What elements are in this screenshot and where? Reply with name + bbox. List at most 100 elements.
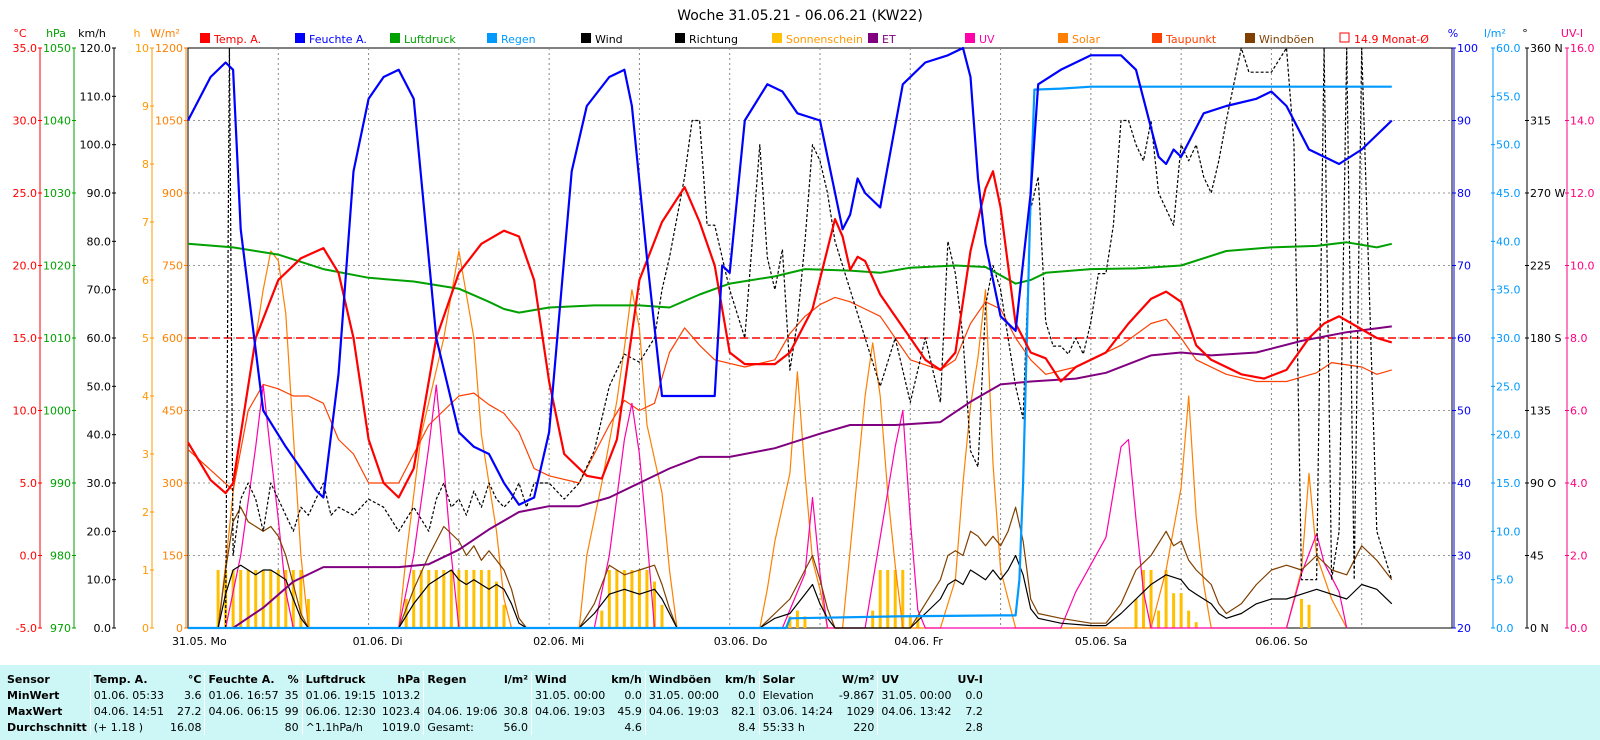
- sunshine-bar: [412, 570, 416, 628]
- axis-tick-label: 6.0: [1570, 405, 1588, 418]
- stats-cell: -9.867: [838, 688, 875, 702]
- axis-tick-label: 970: [50, 622, 71, 635]
- legend-label: Windböen: [1259, 33, 1314, 46]
- axis-tick-label: 300: [162, 477, 183, 490]
- axis-tick-label: 5.0: [1496, 574, 1514, 587]
- stats-cell: 99: [284, 704, 299, 718]
- legend-label: Luftdruck: [404, 33, 456, 46]
- sunshine-bar: [622, 570, 626, 628]
- axis-tick-label: 0 N: [1530, 622, 1549, 635]
- axis-tick-label: 2.0: [1570, 550, 1588, 563]
- axis-tick-label: 15.0: [13, 332, 38, 345]
- series-temp-a: [187, 170, 1393, 499]
- axis-tick-label: -5.0: [16, 622, 37, 635]
- stats-cell: 01.06. 19:15: [301, 687, 379, 703]
- axis-tick-label: 7: [142, 216, 149, 229]
- sunshine-bar: [494, 581, 498, 628]
- sunshine-bar: [795, 610, 799, 628]
- axis-tick-label: 40.0: [1496, 235, 1521, 248]
- stats-cell: km/h: [725, 672, 756, 686]
- axis-hpa: 1050 1040 1030 1020 1010 1000 990 980 970: [43, 42, 76, 635]
- legend-item: Sonnenschein: [772, 33, 863, 46]
- sunshine-bar: [1164, 570, 1168, 628]
- legend-item: ET: [868, 33, 896, 46]
- stats-cell: Feuchte A.: [204, 671, 282, 687]
- sunshine-bar: [878, 570, 882, 628]
- statistics-table: Sensor Temp. A. °C Feuchte A.% Luftdruck hPa R…: [4, 671, 986, 735]
- stats-cell: 55:33 h: [758, 719, 836, 735]
- axis-tick-label: 40: [1457, 477, 1471, 490]
- legend-swatch: [1245, 33, 1255, 43]
- sunshine-bar: [630, 570, 634, 628]
- axis-tick-label: 1030: [43, 187, 71, 200]
- axis-tick-label: 180 S: [1530, 332, 1561, 345]
- stats-cell: 06.06. 12:30: [301, 703, 379, 719]
- legend-label: Richtung: [689, 33, 738, 46]
- axis-tick-label: 0.0: [1496, 622, 1514, 635]
- sunshine-bar: [607, 570, 611, 628]
- axis-tick-label: 5.0: [20, 477, 38, 490]
- legend-label: Regen: [501, 33, 536, 46]
- axis-tick-label: 55.0: [1496, 90, 1521, 103]
- axis-tick-label: 20.0: [87, 525, 112, 538]
- series-richtung: [225, 47, 1393, 629]
- axis-dir: 360 N 315 270 W 225 180 S 135 90 O 45 0 N: [1525, 42, 1565, 635]
- x-tick-label: 02.06. Mi: [533, 635, 584, 648]
- sunshine-bar: [1149, 570, 1153, 628]
- axis-tick-label: 14.0: [1570, 115, 1595, 128]
- legend-swatch: [675, 33, 685, 43]
- stats-cell: %: [287, 672, 299, 686]
- axis-tick-label: 90 O: [1530, 477, 1556, 490]
- axis-tick-label: 315: [1530, 115, 1551, 128]
- stats-cell: W/m²: [841, 672, 875, 686]
- sunshine-bar: [788, 616, 792, 628]
- sunshine-bar: [1187, 610, 1191, 628]
- legend-swatch: [965, 33, 975, 43]
- stats-cell: 30.8: [503, 704, 529, 718]
- axis-tick-label: 135: [1530, 405, 1551, 418]
- axis-tick-label: 80.0: [87, 235, 112, 248]
- axis-tick-label: 90: [1457, 115, 1471, 128]
- legend-swatch: [390, 33, 400, 43]
- unit-rain: l/m²: [1484, 27, 1506, 40]
- stats-row: Sensor Temp. A. °C Feuchte A.% Luftdruck hPa R…: [4, 671, 986, 687]
- stats-cell: 04.06. 19:03: [531, 703, 609, 719]
- sunshine-bar: [224, 570, 228, 628]
- axis-tick-label: 150: [162, 550, 183, 563]
- series-wind: [188, 554, 1393, 629]
- sunshine-bar: [216, 570, 220, 628]
- stats-cell: 2.8: [965, 720, 983, 734]
- stats-cell: [644, 719, 723, 735]
- axis-tick-label: 8.0: [1570, 332, 1588, 345]
- stats-cell: Durchschnitt: [7, 720, 87, 734]
- sunshine-bar: [284, 570, 288, 628]
- stats-cell: 31.05. 00:00: [877, 687, 955, 703]
- sunshine-bar: [472, 570, 476, 628]
- axis-tick-label: 60.0: [1496, 42, 1521, 55]
- stats-cell: Regen: [423, 671, 501, 687]
- sunshine-bar: [893, 570, 897, 628]
- legend-item: UV: [965, 33, 995, 46]
- x-tick-label: 04.06. Fr: [894, 635, 943, 648]
- stats-cell: 1013.2: [381, 688, 421, 702]
- sunshine-bar: [645, 570, 649, 628]
- legend-swatch: [772, 33, 782, 43]
- legend: Temp. A. Feuchte A. Luftdruck Regen Wind Rich…: [200, 32, 1429, 46]
- legend-label: Wind: [595, 33, 623, 46]
- axis-tick-label: 0: [176, 622, 183, 635]
- legend-label: Solar: [1072, 33, 1101, 46]
- stats-cell: 03.06. 14:24: [758, 703, 836, 719]
- series-sonnenschein: [216, 570, 1311, 628]
- stats-cell: Windböen: [644, 671, 723, 687]
- axis-tick-label: 45: [1530, 550, 1544, 563]
- sunshine-bar: [1300, 599, 1304, 628]
- sunshine-bar: [660, 604, 664, 628]
- axis-tick-label: 360 N: [1530, 42, 1563, 55]
- legend-item: Feuchte A.: [295, 33, 367, 46]
- stats-cell: 01.06. 16:57: [204, 687, 282, 703]
- sunshine-bar: [487, 570, 491, 628]
- axis-tick-label: 6: [142, 274, 149, 287]
- axis-tick-label: 10.0: [1496, 525, 1521, 538]
- series-windb-en: [188, 506, 1393, 629]
